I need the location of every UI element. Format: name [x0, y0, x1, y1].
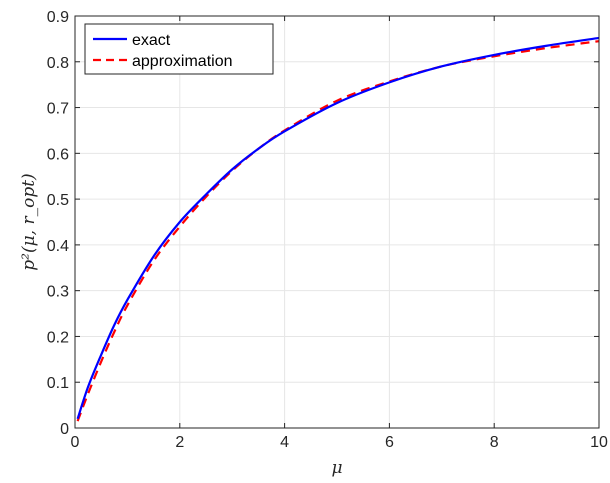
legend-box: [84, 23, 274, 75]
plot-area-frame: [74, 15, 600, 429]
axis-ticks: 0 2 4 6 8 10 0 0.1 0.2 0.3 0.4 0.5 0.6 0.7 0.8 0.9: [47, 9, 608, 451]
y-tick-label: 0.7: [47, 101, 69, 118]
legend-label-exact: exact: [132, 32, 171, 49]
series-line-approximation: [76, 40, 600, 422]
legend: exact approximation: [84, 23, 274, 75]
x-tick-label: 6: [385, 434, 394, 451]
y-tick-label: 0.5: [47, 192, 69, 209]
x-tick-label: 10: [590, 434, 608, 451]
series-line-exact: [76, 36, 600, 420]
y-axis-label: p²(μ, r_opt): [19, 173, 39, 270]
y-tick-label: 0.2: [47, 329, 69, 346]
grid-lines: [74, 15, 600, 429]
legend-label-approximation: approximation: [132, 53, 233, 70]
x-tick-label: 2: [175, 434, 184, 451]
y-tick-label: 0.6: [47, 146, 69, 163]
y-tick-label: 0.1: [47, 375, 69, 392]
x-axis-label: μ: [331, 458, 342, 478]
series-lines: [76, 36, 600, 422]
y-tick-label: 0.9: [47, 9, 69, 26]
x-tick-label: 8: [490, 434, 499, 451]
y-tick-label: 0: [60, 421, 69, 438]
y-tick-label: 0.4: [47, 238, 69, 255]
x-tick-label: 0: [71, 434, 80, 451]
y-tick-label: 0.8: [47, 55, 69, 72]
x-tick-label: 4: [280, 434, 289, 451]
y-tick-label: 0.3: [47, 284, 69, 301]
y-axis-label-group: p²(μ, r_opt): [19, 173, 39, 270]
